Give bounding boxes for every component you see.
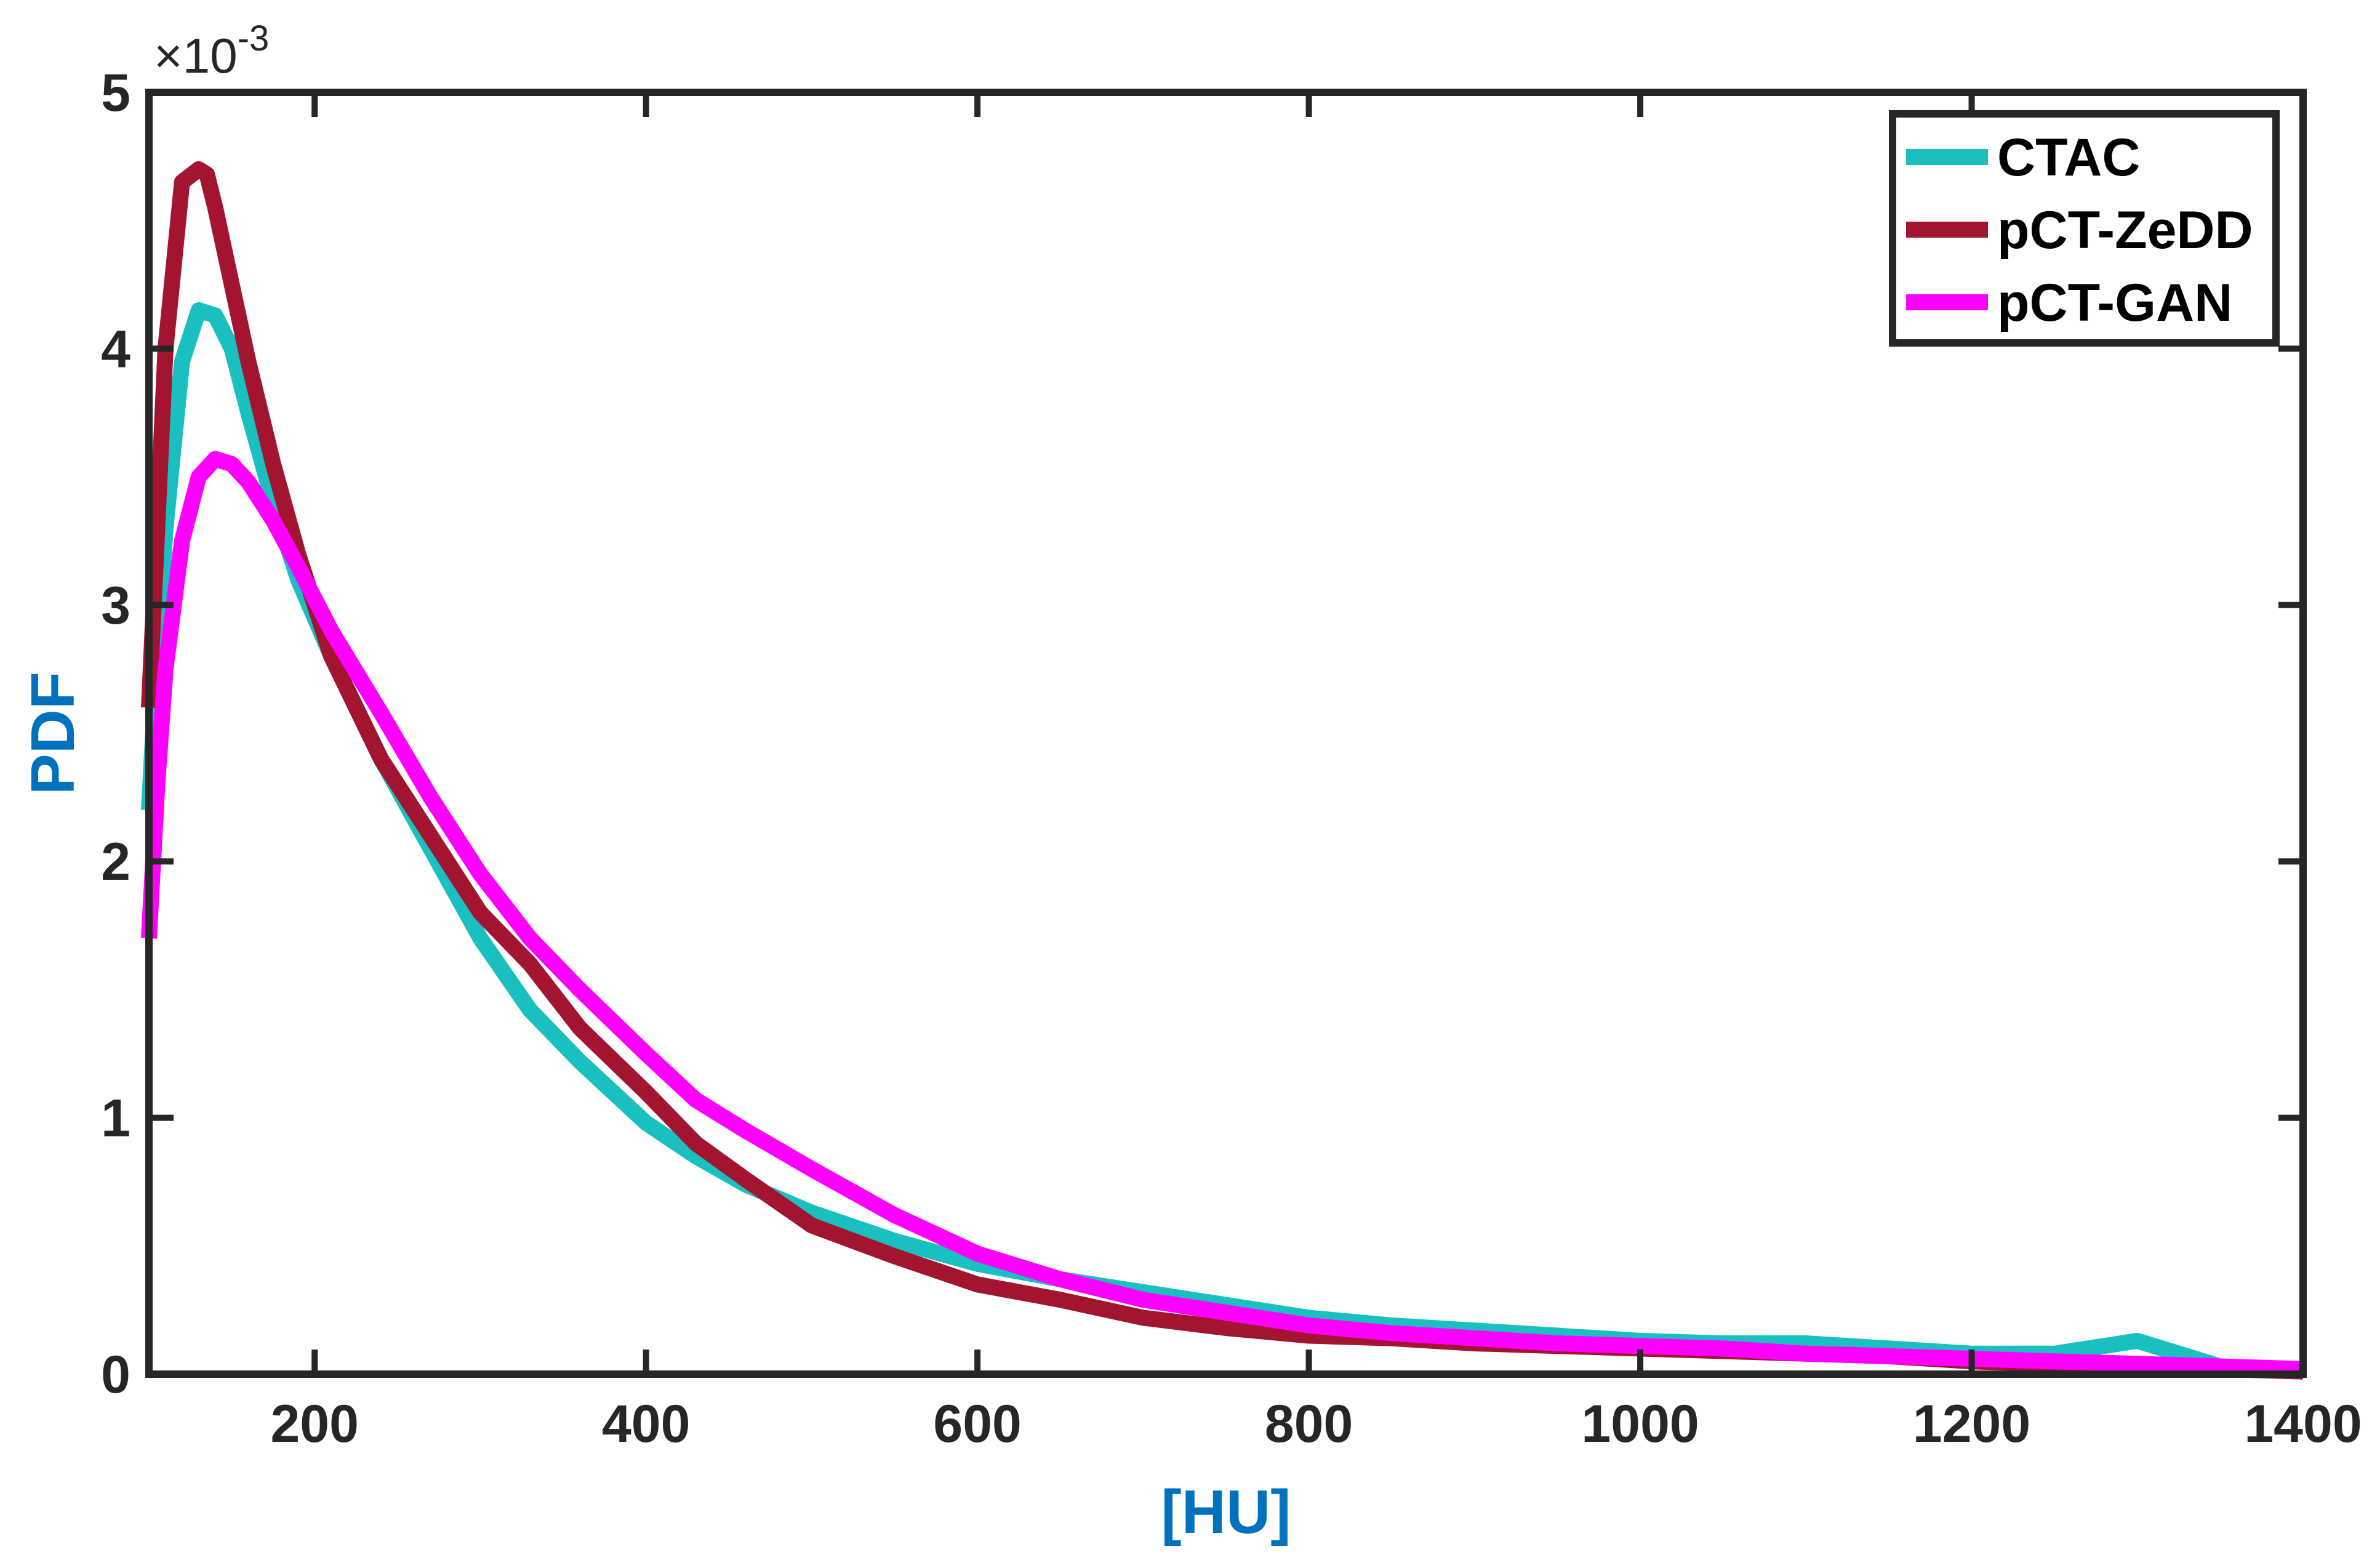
x-tick-label: 600 — [933, 1394, 1022, 1454]
series-layer — [141, 161, 2304, 1380]
ticks-layer: 200 400 600 800 1000 1200 1400 0 1 2 3 4 5 — [101, 63, 2362, 1454]
y-tick-label: 0 — [101, 1345, 130, 1404]
y-tick-label: 3 — [101, 576, 130, 635]
x-tick-label: 1200 — [1913, 1394, 2030, 1454]
x-axis-label: [HU] — [1161, 1478, 1291, 1547]
series-line-pct-gan — [141, 451, 2304, 1377]
legend: CTAC pCT-ZeDD pCT-GAN — [1889, 110, 2280, 347]
y-tick-label: 5 — [101, 63, 130, 123]
x-tick-label: 400 — [602, 1394, 691, 1454]
y-exponent-base: ×10 — [154, 28, 238, 83]
legend-label-pct-gan: pCT-GAN — [1997, 273, 2232, 332]
y-exponent-label: ×10-3 — [154, 18, 269, 83]
x-tick-label: 200 — [270, 1394, 359, 1454]
y-tick-label: 1 — [101, 1089, 130, 1148]
y-exponent-power: -3 — [238, 18, 270, 58]
y-tick-label: 2 — [101, 832, 130, 891]
x-tick-label: 1000 — [1581, 1394, 1699, 1454]
y-axis-label: PDF — [18, 672, 87, 795]
plot-frame — [145, 89, 2307, 1378]
x-tick-label: 800 — [1265, 1394, 1353, 1454]
legend-label-pct-zedd: pCT-ZeDD — [1997, 201, 2253, 260]
x-tick-label: 1400 — [2244, 1394, 2362, 1454]
y-tick-label: 4 — [101, 320, 130, 379]
legend-label-ctac: CTAC — [1997, 128, 2140, 187]
